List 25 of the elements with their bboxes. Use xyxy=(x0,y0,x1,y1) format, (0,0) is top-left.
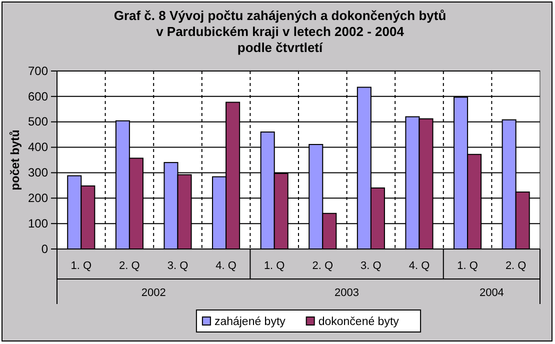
legend-label: dokončené byty xyxy=(318,316,400,328)
x-tick-label: 1. Q xyxy=(70,260,92,272)
chart-title: Graf č. 8 Vývoj počtu zahájených a dokončených bytů v Pardubickém kraji v letech 2002 - 2004 podle čtvrtletí xyxy=(114,8,446,55)
x-tick-label: 1. Q xyxy=(264,260,286,272)
y-tick-label: 700 xyxy=(28,64,48,78)
x-tick-label: 2. Q xyxy=(119,260,140,272)
x-tick-label: 2. Q xyxy=(505,260,527,272)
y-tick-label: 400 xyxy=(28,140,48,154)
y-tick-label: 0 xyxy=(41,242,48,256)
x-tick-label: 4. Q xyxy=(408,260,430,272)
y-tick-label: 100 xyxy=(28,216,48,230)
x-tick-label: 2. Q xyxy=(312,260,334,272)
x-tick-label: 4. Q xyxy=(216,260,237,272)
y-tick-label: 600 xyxy=(28,89,48,104)
legend-label: zahájené byty xyxy=(214,316,286,328)
y-axis-title: počet bytů xyxy=(8,130,22,190)
text: 2002 xyxy=(141,287,166,299)
text: 2004 xyxy=(479,287,504,299)
y-tick-label: 300 xyxy=(28,166,48,180)
text: 2003 xyxy=(334,287,360,299)
x-tick-label: 3. Q xyxy=(167,260,189,272)
y-tick-label: 500 xyxy=(28,114,48,129)
x-tick-label: 1. Q xyxy=(457,260,478,272)
x-tick-label: 3. Q xyxy=(360,260,382,272)
y-tick-label: 200 xyxy=(28,190,48,205)
